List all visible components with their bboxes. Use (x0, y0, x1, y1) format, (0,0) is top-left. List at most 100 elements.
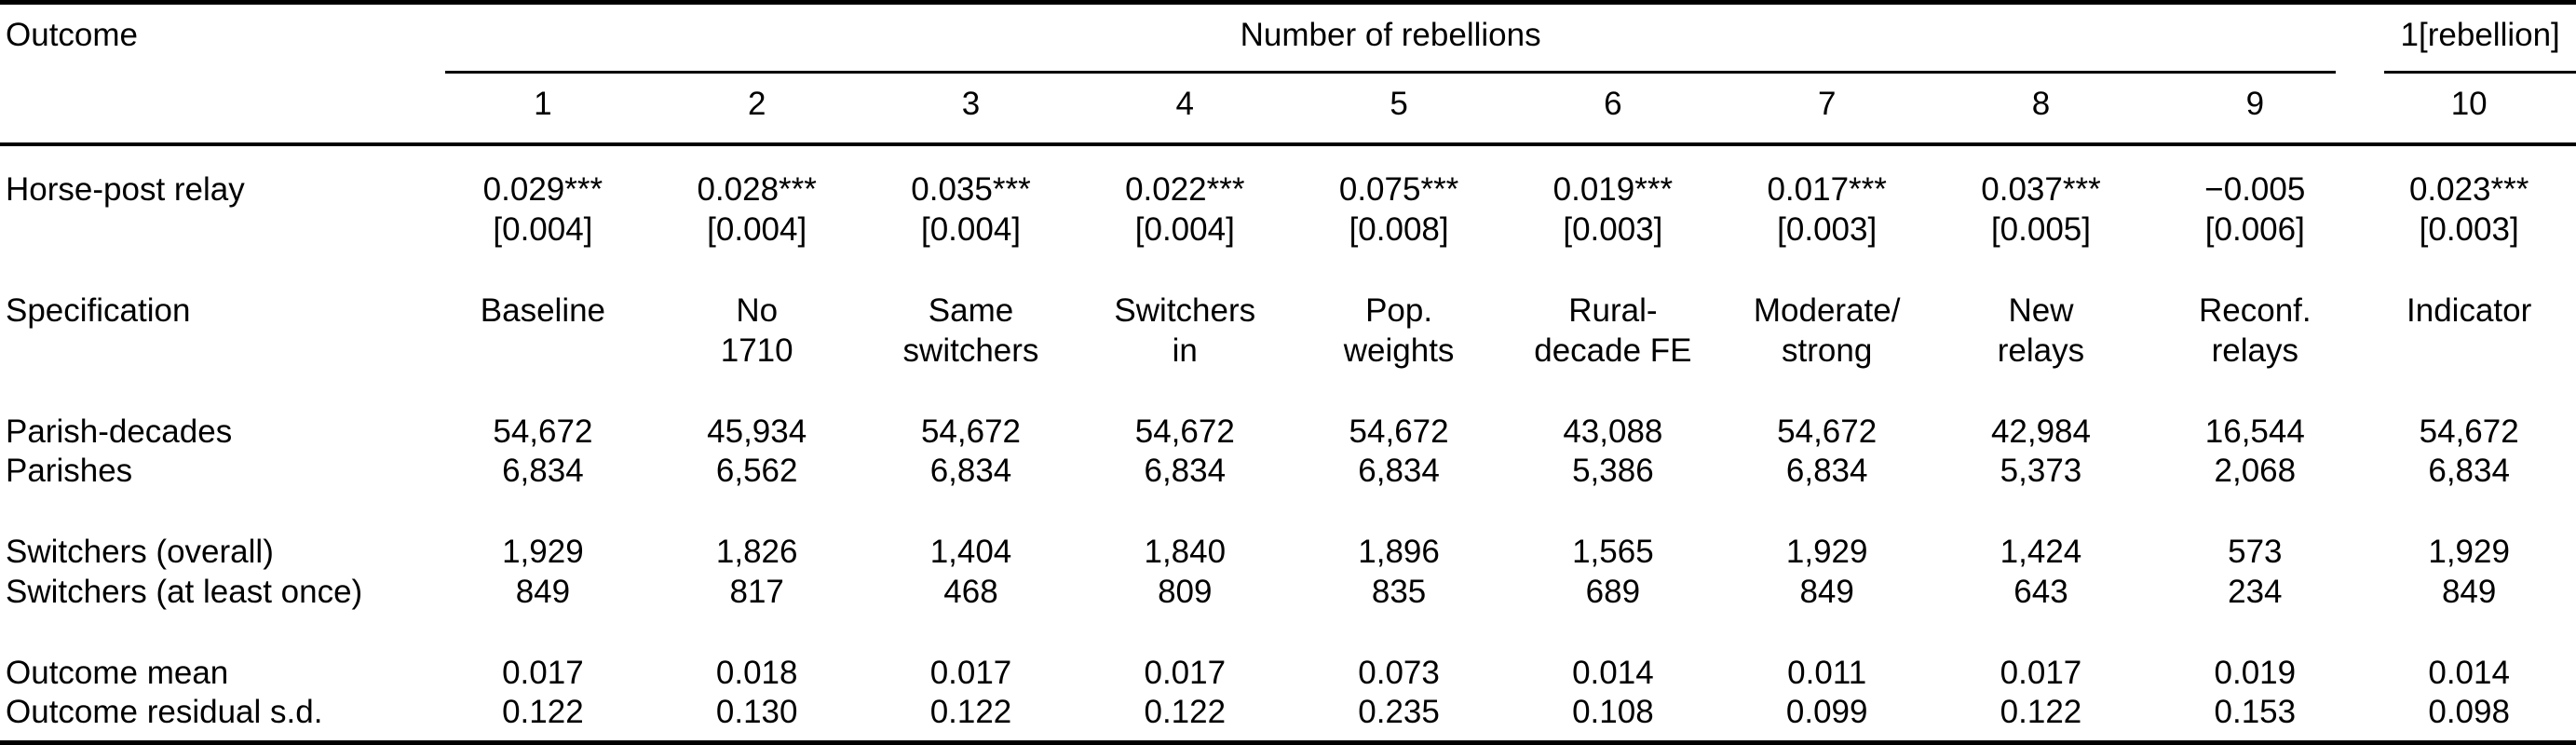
parish-decades-cell: 45,934 (707, 413, 807, 450)
row-label-outcome-mean: Outcome mean (6, 654, 229, 691)
switchers-once-cell: 849 (1799, 573, 1854, 610)
specification-cell: Same switchers (864, 251, 1078, 372)
spanner-rebellion-indicator: 1[rebellion] (2362, 3, 2576, 74)
specification-cell: Rural- decade FE (1506, 251, 1720, 372)
column-number-9: 9 (2245, 85, 2265, 122)
parishes-cell: 5,373 (2000, 453, 2082, 490)
outcome-mean-cell: 0.073 (1358, 654, 1440, 691)
std-error-cell: [0.003] (1563, 211, 1663, 249)
switchers-once-row: Switchers (at least once) 849 817 468 80… (0, 573, 2576, 613)
parish-decades-cell: 54,672 (920, 413, 1022, 450)
switchers-once-cell: 849 (515, 573, 571, 610)
switchers-once-cell: 234 (2228, 573, 2283, 610)
estimate-cell: 0.075*** (1338, 171, 1459, 209)
switchers-overall-cell: 573 (2228, 534, 2283, 571)
switchers-overall-cell: 1,929 (2428, 534, 2510, 571)
parish-decades-cell: 54,672 (1349, 413, 1449, 450)
specification-cell: Pop. weights (1292, 251, 1506, 372)
specification-cell: No 1710 (650, 251, 864, 372)
spanner-row: Outcome Number of rebellions 1[rebellion… (0, 3, 2576, 74)
specification-line1: Indicator (2407, 291, 2532, 329)
switchers-once-cell: 849 (2441, 573, 2497, 610)
switchers-once-cell: 835 (1371, 573, 1427, 610)
parish-decades-cell: 43,088 (1563, 413, 1663, 450)
outcome-mean-cell: 0.017 (1144, 654, 1227, 691)
std-error-cell: [0.003] (2419, 211, 2519, 249)
specification-line2: 1710 (720, 332, 793, 369)
specification-line1: No (736, 291, 779, 329)
switchers-overall-cell: 1,565 (1572, 534, 1654, 571)
outcome-mean-cell: 0.017 (502, 654, 584, 691)
outcome-resid-sd-cell: 0.122 (929, 694, 1012, 731)
std-error-cell: [0.003] (1777, 211, 1878, 249)
outcome-mean-cell: 0.014 (2428, 654, 2510, 691)
switchers-overall-row: Switchers (overall) 1,929 1,826 1,404 1,… (0, 492, 2576, 573)
parish-decades-cell: 16,544 (2204, 413, 2305, 450)
std-error-cell: [0.008] (1349, 211, 1449, 249)
parishes-cell: 5,386 (1572, 453, 1654, 490)
estimate-cell: 0.029*** (482, 171, 603, 209)
spanner-number-of-rebellions: Number of rebellions (436, 3, 2362, 74)
estimate-cell: 0.028*** (697, 171, 817, 209)
column-numbers-row: 1 2 3 4 5 6 7 8 9 10 (0, 74, 2576, 145)
table-body: Horse-post relay 0.029*** 0.028*** 0.035… (0, 144, 2576, 742)
outcome-mean-cell: 0.011 (1787, 654, 1867, 691)
row-label-empty (0, 210, 436, 251)
column-number-10: 10 (2450, 85, 2488, 122)
specification-cell: Baseline (436, 251, 650, 372)
row-label-switchers-once: Switchers (at least once) (6, 573, 363, 610)
switchers-overall-cell: 1,424 (2000, 534, 2082, 571)
parish-decades-cell: 54,672 (1134, 413, 1235, 450)
outcome-resid-sd-cell: 0.235 (1358, 694, 1440, 731)
spanner-number-of-rebellions-label: Number of rebellions (445, 16, 2337, 74)
outcome-resid-sd-cell: 0.130 (715, 694, 798, 731)
parishes-cell: 6,834 (502, 453, 584, 490)
switchers-once-cell: 809 (1158, 573, 1213, 610)
row-label-switchers-overall: Switchers (overall) (6, 534, 274, 571)
specification-cell: Indicator (2362, 251, 2576, 372)
parish-decades-cell: 42,984 (1990, 413, 2091, 450)
outcome-mean-cell: 0.017 (2000, 654, 2082, 691)
outcome-resid-sd-cell: 0.108 (1572, 694, 1654, 731)
parish-decades-cell: 54,672 (493, 413, 593, 450)
parishes-cell: 6,834 (929, 453, 1012, 490)
specification-line1: Same (928, 291, 1014, 329)
specification-line2: decade FE (1534, 332, 1692, 369)
specification-line2: relays (1997, 332, 2085, 369)
estimate-cell: 0.023*** (2408, 171, 2529, 209)
outcome-column-header: Outcome (6, 17, 138, 53)
outcome-resid-sd-cell: 0.153 (2214, 694, 2297, 731)
std-error-cell: [0.004] (920, 211, 1022, 249)
parishes-row: Parishes 6,834 6,562 6,834 6,834 6,834 5… (0, 452, 2576, 492)
parishes-cell: 6,562 (715, 453, 798, 490)
specification-cell: Switchers in (1078, 251, 1292, 372)
outcome-mean-cell: 0.019 (2214, 654, 2297, 691)
specification-line2: switchers (902, 332, 1039, 369)
specification-line1: Reconf. (2199, 291, 2312, 329)
switchers-overall-cell: 1,840 (1144, 534, 1227, 571)
row-label-specification: Specification (6, 291, 191, 329)
specification-line2 (436, 332, 650, 372)
row-label-parishes: Parishes (6, 453, 133, 490)
outcome-mean-cell: 0.018 (715, 654, 798, 691)
specification-line2: relays (2211, 332, 2298, 369)
specification-cell: Reconf. relays (2148, 251, 2362, 372)
outcome-resid-sd-row: Outcome residual s.d. 0.122 0.130 0.122 … (0, 693, 2576, 742)
switchers-once-cell: 689 (1585, 573, 1641, 610)
switchers-overall-cell: 1,896 (1358, 534, 1440, 571)
switchers-overall-cell: 1,929 (1785, 534, 1868, 571)
specification-cell: New relays (1934, 251, 2149, 372)
row-label-outcome-resid-sd: Outcome residual s.d. (6, 694, 323, 731)
parishes-cell: 6,834 (2428, 453, 2510, 490)
parishes-cell: 6,834 (1785, 453, 1868, 490)
specification-cell: Moderate/ strong (1720, 251, 1934, 372)
specification-line1: New (2008, 291, 2074, 329)
switchers-overall-cell: 1,404 (929, 534, 1012, 571)
standard-error-row: [0.004] [0.004] [0.004] [0.004] [0.008] … (0, 210, 2576, 251)
outcome-resid-sd-cell: 0.122 (2000, 694, 2082, 731)
outcome-mean-cell: 0.017 (929, 654, 1012, 691)
outcome-resid-sd-cell: 0.122 (502, 694, 584, 731)
specification-line2: strong (1782, 332, 1873, 369)
spanner-rebellion-indicator-label: 1[rebellion] (2384, 16, 2576, 74)
outcome-mean-row: Outcome mean 0.017 0.018 0.017 0.017 0.0… (0, 613, 2576, 694)
